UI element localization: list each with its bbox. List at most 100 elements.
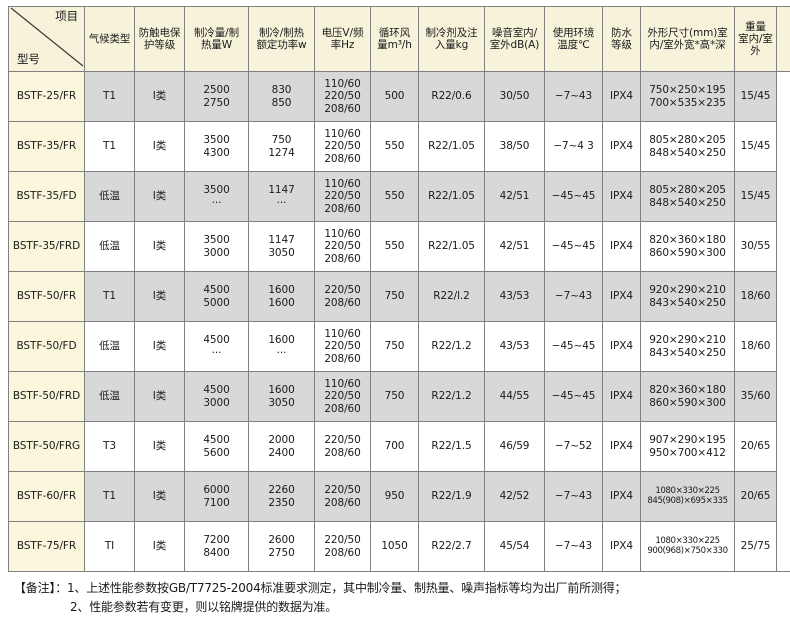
cell-noise: 43/53 [484,321,545,372]
cell-shock-class: I类 [134,221,185,272]
value-line: 750×250×195 [649,84,726,97]
value-line: 3050 [268,396,295,409]
value-line: 3000 [203,396,230,409]
header-line: 制冷/制热 [258,26,305,39]
cell-voltage: 110/60 220/50 208/60 [314,221,371,272]
header-line: 制冷量/制 [193,26,240,39]
cell-dimensions: 1080×330×225 900(968)×750×330 [640,521,735,572]
cell-dimensions: 920×290×210 843×540×250 [640,271,735,322]
value-line: 110/60 [324,378,361,391]
cell-noise: 42/51 [484,171,545,222]
value-line: 1147 [268,184,295,197]
cell-noise: 44/55 [484,371,545,422]
value-line: 110/60 [324,178,361,191]
cell-airflow: 550 [370,221,419,272]
cell-shock-class: I类 [134,421,185,472]
cell-weight: 25/75 [734,521,777,572]
value-line: 220/50 [324,140,361,153]
value-line: 4500 [203,334,230,347]
header-line: 循环风 [378,26,411,39]
value-line: 5600 [203,446,230,459]
cell-refrigerant: R22/1.5 [418,421,485,472]
cell-noise: 45/54 [484,521,545,572]
value-line: 700×535×235 [649,96,726,109]
cell-rated-power: 2600 2750 [248,521,315,572]
value-line: 220/50 [324,434,361,447]
cell-weight: 35/60 [734,371,777,422]
cell-waterproof: IPX4 [602,171,641,222]
value-line: 1600 [268,384,295,397]
cell-climate-type: T3 [84,421,135,472]
value-line: 2350 [268,496,295,509]
cell-climate-type: TI [84,521,135,572]
footnote-line-1: 【备注】：1、上述性能参数按GB/T7725-2004标准要求测定，其中制冷量、… [14,581,627,595]
header-line: 率Hz [330,39,355,51]
cell-noise: 43/53 [484,271,545,322]
header-line: 防触电保 [138,26,181,39]
header-line: 防水 [611,26,632,39]
cell-capacity: 4500 5000 [184,271,249,322]
table-row: BSTF-50/FRD 低温 I类 4500 3000 1600 3050 11… [8,371,790,422]
cell-temp-range: −45~45 [544,221,603,272]
value-line: 8400 [203,546,230,559]
value-line: 3000 [203,246,230,259]
cell-rated-power: 1600 1600 [248,271,315,322]
cell-waterproof: IPX4 [602,421,641,472]
cell-rated-power: 750 1274 [248,121,315,172]
value-line: 4300 [203,146,230,159]
cell-model: BSTF-35/FD [8,171,85,222]
table-row: BSTF-35/FRD 低温 I类 3500 3000 1147 3050 11… [8,221,790,272]
cell-airflow: 700 [370,421,419,472]
cell-capacity: 4500 3000 [184,371,249,422]
corner-header-cell: 项目 型号 [8,6,85,72]
cell-climate-type: 低温 [84,371,135,422]
header-line: 外形尺寸(mm)室 [647,26,728,39]
cell-dimensions: 820×360×180 860×590×300 [640,221,735,272]
header-weight: 重量 室内/室外 [734,6,777,72]
cell-dimensions: 750×250×195 700×535×235 [640,71,735,122]
cell-refrigerant: R22/l.2 [418,271,485,322]
cell-temp-range: −7~43 [544,471,603,522]
header-line: 防爆 [778,27,790,39]
header-waterproof-rating: 防水 等级 [602,6,641,72]
cell-weight: 15/45 [734,171,777,222]
cell-temp-range: −45~45 [544,171,603,222]
header-line: 温度℃ [557,39,590,51]
cell-shock-class: I类 [134,521,185,572]
value-line: 220/50 [324,534,361,547]
value-line: 2750 [268,546,295,559]
value-line: 1274 [268,146,295,159]
cell-climate-type: 低温 [84,321,135,372]
cell-waterproof: IPX4 [602,521,641,572]
table-row: BSTF-35/FD 低温 I类 3500 ··· 1147 ··· 110/6… [8,171,790,222]
value-line: 110/60 [324,328,361,341]
cell-model: BSTF-60/FR [8,471,85,522]
value-line: 3500 [203,234,230,247]
header-noise-level: 噪音室内/ 室外dB(A) [484,6,545,72]
table-header: 项目 型号 气候类型 防触电保 护等级 制冷量/制 热量W 制冷/制热 额定功率… [8,6,790,72]
header-line: 重量 [745,20,766,33]
value-line: 208/60 [324,402,361,415]
value-line: 220/50 [324,90,361,103]
cell-model: BSTF-50/FRG [8,421,85,472]
cell-noise: 30/50 [484,71,545,122]
cell-model: BSTF-35/FR [8,121,85,172]
cell-dimensions: 820×360×180 860×590×300 [640,371,735,422]
cell-refrigerant: R22/1.2 [418,371,485,422]
cell-climate-type: 低温 [84,171,135,222]
cell-shock-class: I类 [134,371,185,422]
value-line: 208/60 [324,496,361,509]
value-line: 845(908)×695×335 [647,495,728,506]
cell-shock-class: I类 [134,71,185,122]
header-line: 噪音室内/ [491,26,538,39]
cell-temp-range: −7~43 [544,521,603,572]
value-line: 208/60 [324,252,361,265]
value-line: 208/60 [324,102,361,115]
cell-shock-class: I类 [134,271,185,322]
cell-capacity: 4500 ··· [184,321,249,372]
value-line: 3050 [268,246,295,259]
value-line: 1600 [268,284,295,297]
cell-voltage: 110/60 220/50 208/60 [314,121,371,172]
header-explosion-proof-mark: 防爆 标志 [776,6,790,72]
cell-model: BSTF-50/FRD [8,371,85,422]
